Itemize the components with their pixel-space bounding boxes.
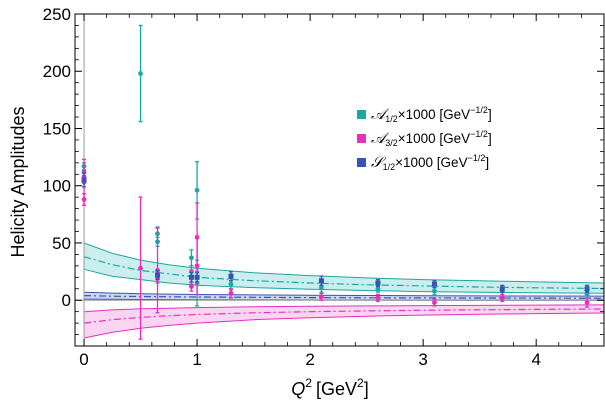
legend-swatch: [357, 110, 366, 119]
band-upper-S12: [83, 291, 605, 297]
y-tick-label: 250: [43, 5, 71, 24]
point-S12-1: [155, 269, 161, 281]
y-ticks: 0 50 100 150 200 250: [43, 5, 604, 335]
curve-A32: [83, 308, 605, 324]
x-tick-label: 2: [305, 350, 314, 369]
point-A32-15: [584, 297, 590, 308]
point-S12-8: [499, 284, 505, 293]
point-S12-2: [188, 272, 194, 283]
legend-label: 𝒜1/2×1000 [GeV−1/2]: [371, 105, 492, 124]
legend-swatch: [357, 158, 366, 167]
x-axis-unit: [GeV: [316, 379, 357, 399]
legend: 𝒜1/2×1000 [GeV−1/2] 𝒜3/2×1000 [GeV−1/2] 𝒮1…: [357, 105, 492, 172]
point-S12-0: [81, 172, 87, 188]
y-tick-label: 150: [43, 119, 71, 138]
legend-item-A32: 𝒜3/2×1000 [GeV−1/2]: [357, 129, 492, 148]
band-A32: [84, 304, 604, 338]
point-S12-9: [584, 284, 590, 293]
curve-A12: [83, 256, 605, 290]
points-layer: [81, 24, 590, 340]
x-tick-label: 1: [192, 350, 201, 369]
point-A32-2: [81, 193, 87, 206]
y-tick-label: 50: [52, 234, 71, 253]
x-tick-label: 4: [531, 350, 540, 369]
point-A12-5: [189, 249, 194, 267]
point-S12-4: [228, 270, 234, 282]
x-ticks: 0 1 2 3 4: [79, 14, 605, 369]
point-A32-12: [375, 293, 381, 303]
x-tick-label: 0: [79, 350, 88, 369]
plot-frame: [74, 13, 605, 347]
point-A32-13: [432, 298, 437, 307]
point-S12-5: [318, 275, 324, 286]
curves-layer: [83, 242, 605, 339]
legend-item-S12: 𝒮1/2×1000 [GeV−1/2]: [357, 153, 489, 172]
x-axis-q-sup: 2: [305, 376, 312, 390]
legend-swatch: [357, 134, 366, 143]
point-S12-6: [375, 278, 381, 288]
y-tick-label: 200: [43, 62, 71, 81]
x-axis-unit-sup: 2: [357, 376, 364, 390]
point-A32-11: [319, 292, 324, 301]
point-A32-9: [194, 236, 200, 296]
band-upper-A12: [83, 242, 605, 284]
point-A32-10: [228, 288, 234, 299]
point-S12-3: [194, 272, 200, 283]
point-A12-2: [138, 24, 143, 123]
point-A32-3: [138, 196, 143, 340]
y-axis-title: Helicity Amplitudes: [8, 106, 28, 257]
curve-S12: [83, 295, 605, 299]
legend-label: 𝒮1/2×1000 [GeV−1/2]: [371, 153, 489, 172]
legend-label: 𝒜3/2×1000 [GeV−1/2]: [371, 129, 492, 148]
y-tick-label: 0: [62, 291, 71, 310]
band-lower-A12: [83, 268, 605, 294]
x-tick-label: 3: [418, 350, 427, 369]
legend-item-A12: 𝒜1/2×1000 [GeV−1/2]: [357, 105, 492, 124]
x-axis-title: Q2 [GeV2]: [291, 376, 368, 399]
x-axis-close: ]: [364, 379, 369, 399]
point-S12-7: [431, 280, 437, 289]
band-lower-A32: [83, 312, 605, 339]
y-tick-label: 100: [43, 177, 71, 196]
point-A32-14: [499, 293, 505, 303]
band-A12: [84, 243, 604, 294]
band-upper-A32: [83, 304, 605, 313]
x-axis-q: Q: [291, 379, 305, 399]
